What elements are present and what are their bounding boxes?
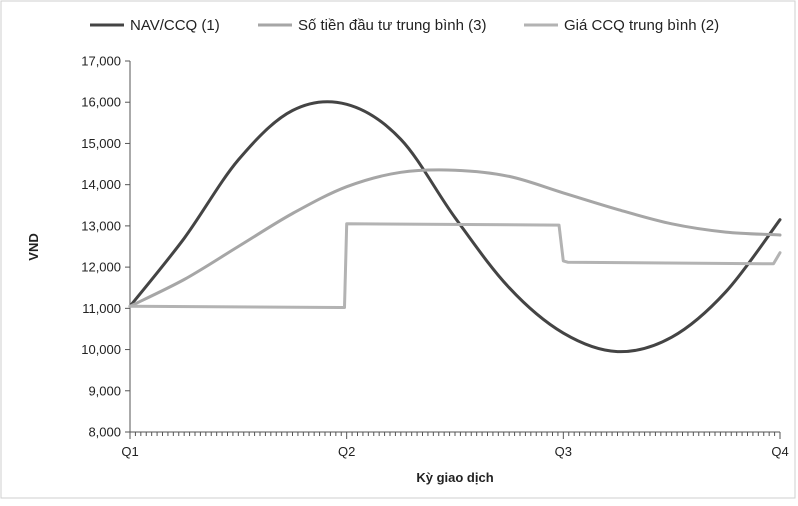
- x-tick-label: Q1: [121, 444, 138, 459]
- y-tick-label: 9,000: [88, 383, 121, 398]
- y-tick-label: 12,000: [81, 260, 121, 275]
- y-tick-label: 8,000: [88, 425, 121, 440]
- x-axis-title: Kỳ giao dịch: [416, 470, 493, 485]
- y-tick-label: 16,000: [81, 95, 121, 110]
- legend-label-1: NAV/CCQ (1): [130, 17, 220, 34]
- y-tick-label: 10,000: [81, 342, 121, 357]
- x-tick-label: Q3: [555, 444, 572, 459]
- legend-label-3: Giá CCQ trung bình (2): [564, 17, 719, 34]
- legend: NAV/CCQ (1) Số tiền đầu tư trung bình (3)…: [90, 17, 719, 34]
- series-group: [128, 100, 782, 354]
- legend-label-2: Số tiền đầu tư trung bình (3): [298, 17, 487, 34]
- x-axis: Q1 Q2 Q3 Q4: [121, 431, 789, 459]
- x-tick-label: Q2: [338, 444, 355, 459]
- y-tick-label: 11,000: [82, 301, 121, 316]
- y-axis-title: VND: [26, 233, 41, 260]
- y-tick-label: 13,000: [81, 218, 121, 233]
- series-line-1: [128, 100, 782, 354]
- x-tick-label: Q4: [771, 444, 788, 459]
- y-tick-label: 17,000: [81, 54, 121, 69]
- y-tick-label: 14,000: [81, 177, 121, 192]
- series-line-2: [128, 168, 782, 308]
- y-axis: 8,000 9,000 10,000 11,000 12,000 13,000 14,000…: [81, 54, 131, 440]
- series-line-3: [128, 222, 782, 309]
- y-tick-label: 15,000: [81, 136, 121, 151]
